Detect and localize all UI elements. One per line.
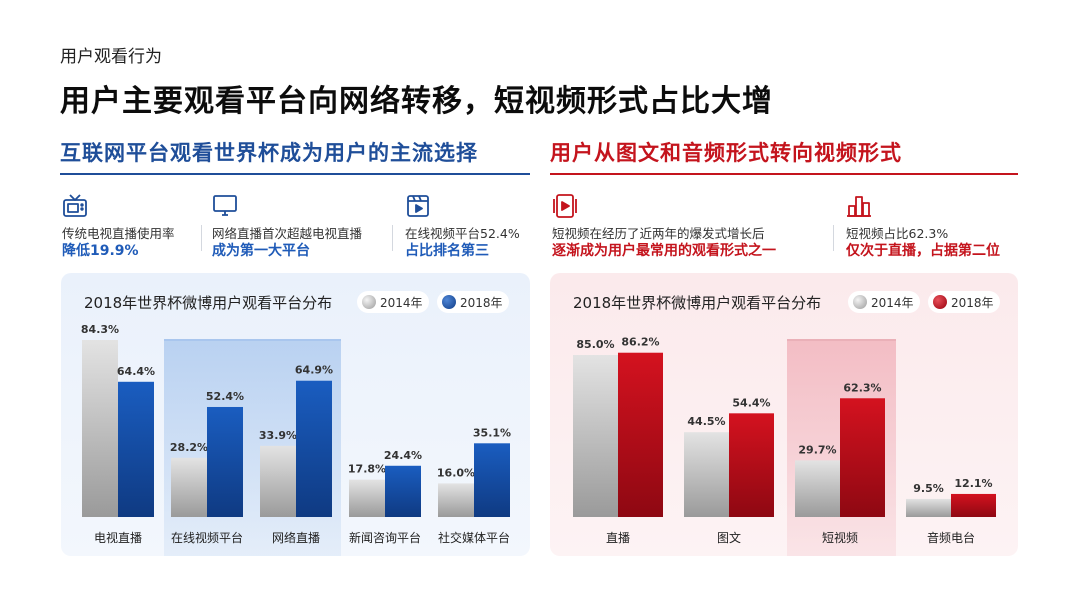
left-section-divider	[60, 173, 530, 175]
left-bar-2018-4	[474, 443, 510, 517]
left-bar-value-label: 64.4%	[117, 365, 155, 378]
stat-divider	[201, 225, 202, 251]
stat-1-line1: 传统电视直播使用率	[62, 226, 175, 241]
right-category-label: 短视频	[822, 530, 858, 545]
video-file-icon	[552, 193, 578, 219]
legend-label-2018: 2018年	[951, 296, 994, 310]
left-category-label: 网络直播	[272, 530, 320, 545]
left-bar-2014-1	[171, 457, 207, 517]
stat-3-line1: 在线视频平台52.4%	[405, 226, 520, 241]
monitor-icon	[212, 193, 238, 219]
right-bar-value-label: 54.4%	[732, 396, 770, 409]
right-category-label: 直播	[606, 531, 630, 545]
left-bar-2014-4	[438, 483, 474, 517]
right-bar-2018-1	[729, 413, 774, 517]
right-bar-value-label: 29.7%	[798, 443, 836, 456]
legend-label-2018: 2018年	[460, 296, 503, 310]
right-chart-title: 2018年世界杯微博用户观看平台分布	[573, 294, 822, 312]
left-legend-2014: 2014年	[357, 291, 429, 313]
left-bar-value-label: 33.9%	[259, 429, 297, 442]
right-bar-value-label: 9.5%	[913, 482, 944, 495]
stat-4-line2: 逐渐成为用户最常用的观看形式之一	[552, 243, 776, 259]
left-bar-2018-1	[207, 406, 243, 517]
left-section-title: 互联网平台观看世界杯成为用户的主流选择	[60, 141, 478, 165]
right-section-title: 用户从图文和音频形式转向视频形式	[550, 141, 902, 165]
stat-5-line1: 短视频占比62.3%	[846, 226, 949, 241]
right-bar-2014-2	[795, 460, 840, 517]
right-category-label: 图文	[717, 530, 741, 545]
left-bar-value-label: 52.4%	[206, 390, 244, 403]
right-bar-2018-0	[618, 352, 663, 517]
right-bar-2014-0	[573, 355, 618, 517]
left-category-label: 在线视频平台	[171, 530, 243, 545]
left-bar-2018-3	[385, 465, 421, 517]
left-bar-value-label: 64.9%	[295, 364, 333, 377]
right-legend-2018: 2018年	[928, 291, 1000, 313]
legend-swatch-2018	[933, 295, 947, 309]
right-bar-value-label: 85.0%	[576, 338, 614, 351]
left-bar-value-label: 84.3%	[81, 323, 119, 336]
right-section-divider	[550, 173, 1018, 175]
stat-divider	[392, 225, 393, 251]
right-legend-2014: 2014年	[848, 291, 920, 313]
legend-swatch-2014	[853, 295, 867, 309]
right-bar-value-label: 62.3%	[843, 381, 881, 394]
stat-4-line1: 短视频在经历了近两年的爆发式增长后	[552, 226, 765, 241]
left-legend-2018: 2018年	[437, 291, 509, 313]
kicker-text: 用户观看行为	[60, 47, 162, 67]
left-bar-2018-0	[118, 381, 154, 517]
stat-divider	[833, 225, 834, 251]
left-bar-value-label: 24.4%	[384, 449, 422, 462]
stat-2-line2: 成为第一大平台	[212, 243, 310, 259]
stat-5-line2: 仅次于直播，占据第二位	[846, 243, 1000, 259]
right-bar-value-label: 44.5%	[687, 415, 725, 428]
stat-2-line1: 网络直播首次超越电视直播	[212, 226, 363, 241]
legend-label-2014: 2014年	[871, 296, 914, 310]
left-category-label: 电视直播	[94, 530, 142, 545]
left-category-label: 新闻咨询平台	[349, 530, 421, 545]
right-bar-2018-2	[840, 398, 885, 517]
left-bar-value-label: 16.0%	[437, 466, 475, 479]
left-bar-2018-2	[296, 380, 332, 517]
left-bar-value-label: 28.2%	[170, 441, 208, 454]
right-category-label: 音频电台	[927, 530, 975, 545]
legend-label-2014: 2014年	[380, 296, 423, 310]
right-bar-value-label: 12.1%	[954, 477, 992, 490]
right-bar-2014-1	[684, 432, 729, 517]
left-category-label: 社交媒体平台	[438, 530, 510, 545]
right-bar-value-label: 86.2%	[621, 336, 659, 349]
left-chart-title: 2018年世界杯微博用户观看平台分布	[84, 294, 333, 312]
left-bar-2014-2	[260, 445, 296, 517]
left-bar-value-label: 17.8%	[348, 463, 386, 476]
left-bar-2014-3	[349, 479, 385, 517]
legend-swatch-2018	[442, 295, 456, 309]
left-bar-value-label: 35.1%	[473, 426, 511, 439]
stat-1-line2: 降低19.9%	[62, 243, 139, 259]
tv-icon	[62, 193, 88, 219]
legend-swatch-2014	[362, 295, 376, 309]
right-bar-2018-3	[951, 493, 996, 517]
right-bar-2014-3	[906, 498, 951, 517]
bar-chart-icon	[846, 193, 872, 219]
video-play-icon	[405, 193, 431, 219]
page-title: 用户主要观看平台向网络转移，短视频形式占比大增	[60, 84, 773, 119]
stat-3-line2: 占比排名第三	[405, 243, 489, 259]
left-bar-2014-0	[82, 340, 118, 517]
